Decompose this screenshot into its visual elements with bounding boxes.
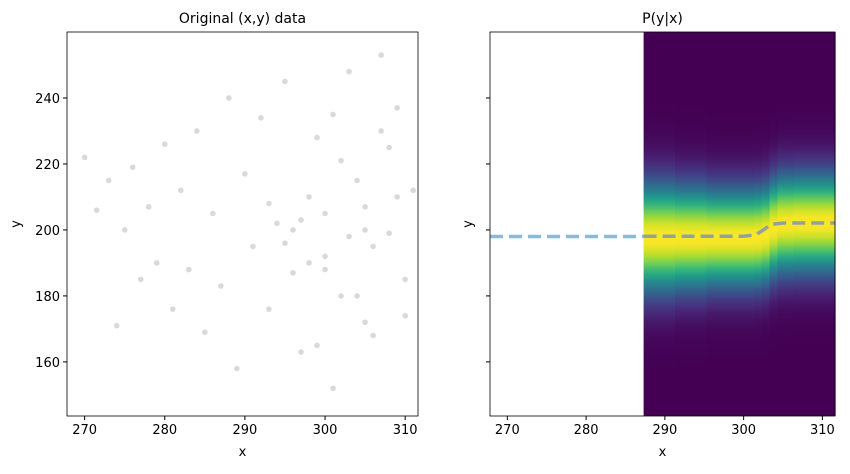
scatter-point [266, 200, 272, 207]
scatter-point [410, 187, 416, 194]
heatmap-column [643, 32, 660, 416]
scatter-point [362, 227, 368, 233]
x-tick-label: 280 [152, 423, 177, 438]
scatter-point [314, 134, 320, 141]
scatter-point [330, 385, 336, 392]
scatter-point [306, 260, 312, 266]
x-axis-label: x [659, 445, 667, 460]
heatmap-column [690, 32, 708, 416]
scatter-point [394, 105, 400, 111]
x-tick-label: 300 [313, 423, 338, 438]
chart-title: P(y|x) [642, 11, 683, 27]
heatmap-column [738, 32, 755, 416]
scatter-point [322, 210, 328, 217]
scatter-point [298, 217, 304, 223]
scatter-point [402, 276, 408, 283]
y-axis-label: y [461, 220, 476, 228]
scatter-point [234, 365, 240, 372]
scatter-point [105, 177, 112, 184]
scatter-point [145, 204, 152, 210]
heatmap-column [722, 32, 739, 416]
axes-frame [66, 31, 419, 417]
heatmap-column [761, 32, 771, 416]
scatter-point [402, 312, 408, 319]
scatter-point [362, 204, 368, 210]
scatter-point [194, 128, 200, 134]
scatter-point [186, 266, 192, 273]
y-tick-label: 220 [35, 158, 60, 173]
scatter-point [282, 78, 288, 85]
heatmap-column [706, 32, 723, 416]
y-tick-label: 160 [35, 356, 60, 371]
scatter-point [226, 95, 232, 101]
scatter-point [338, 157, 344, 164]
scatter-point [210, 210, 216, 217]
scatter-point [322, 266, 328, 273]
scatter-point [113, 322, 120, 329]
scatter-point [177, 187, 184, 194]
y-axis-label: y [9, 220, 24, 228]
scatter-point [242, 171, 248, 177]
scatter-point [298, 349, 304, 355]
x-tick-label: 290 [232, 423, 257, 438]
x-tick-label: 300 [731, 423, 756, 438]
x-tick-label: 310 [393, 423, 418, 438]
scatter-point [153, 260, 160, 266]
scatter-point [218, 283, 224, 289]
axes: 270 280 290 300 310 P(y|x) x y [461, 11, 836, 460]
x-axis-label: x [239, 445, 247, 460]
y-tick-label: 180 [35, 290, 60, 305]
scatter-point [378, 52, 384, 58]
scatter-point [121, 227, 128, 233]
scatter-point [266, 306, 272, 312]
y-tick-label: 240 [35, 92, 60, 107]
scatter-point [81, 154, 88, 161]
scatter-point [386, 230, 392, 237]
scatter-point [394, 194, 400, 200]
scatter-point [290, 270, 296, 276]
scatter-point [354, 177, 360, 184]
x-tick-label: 290 [652, 423, 677, 438]
y-tick-label: 200 [35, 224, 60, 239]
scatter-point [362, 319, 368, 326]
scatter-point [346, 233, 352, 240]
scatter-point [378, 128, 384, 134]
scatter-point [129, 164, 136, 171]
scatter-point [346, 68, 352, 75]
scatter-point [169, 306, 176, 312]
scatter-point [370, 243, 376, 250]
scatter-point [330, 111, 336, 118]
scatter-point [314, 342, 320, 349]
heatmap-column [753, 32, 763, 416]
scatter-point [93, 207, 100, 213]
scatter-point [250, 243, 256, 250]
x-tick-label: 270 [72, 423, 97, 438]
scatter-point [338, 293, 344, 299]
scatter-point [258, 114, 264, 121]
chart-title: Original (x,y) data [179, 11, 306, 27]
scatter-point [370, 332, 376, 339]
x-tick-label: 310 [810, 423, 835, 438]
axes-frame [489, 31, 836, 417]
scatter-point [137, 276, 144, 283]
scatter-point [274, 220, 280, 227]
scatter-point [282, 240, 288, 246]
scatter-point [290, 227, 296, 233]
heatmap-column [659, 32, 676, 416]
scatter-point [161, 141, 168, 147]
x-tick-label: 270 [495, 423, 520, 438]
scatter-point [322, 253, 328, 260]
x-tick-label: 280 [574, 423, 599, 438]
axes: 270 280 290 300 310 160 180 200 220 240 Original (… [9, 11, 419, 460]
scatter-point [386, 144, 392, 151]
scatter-point [202, 329, 208, 336]
scatter-point [354, 293, 360, 299]
mean-line [643, 221, 835, 238]
heatmap-column [675, 32, 692, 416]
scatter-point [306, 194, 312, 200]
